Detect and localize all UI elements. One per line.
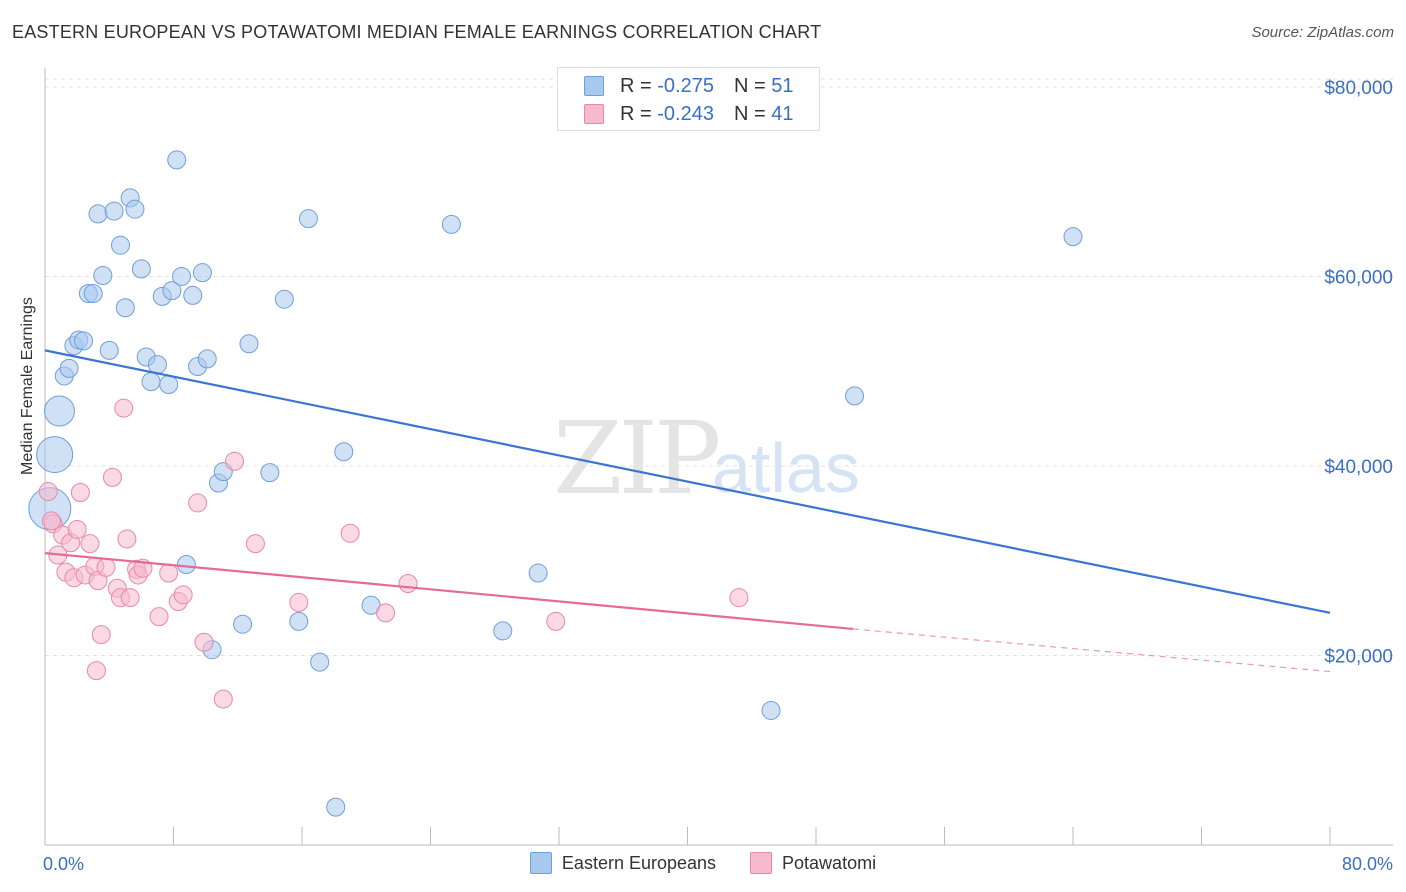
- potawatomi-point: [114, 398, 134, 418]
- eastern-europeans-point: [115, 298, 135, 318]
- legend-n-label: N =: [733, 74, 766, 97]
- eastern-europeans-point: [83, 284, 103, 304]
- eastern-europeans-point: [334, 442, 354, 462]
- y-tick-label: $20,000: [1324, 646, 1393, 667]
- x-tick-label-max: 80.0%: [1342, 854, 1393, 874]
- y-tick-label: $40,000: [1324, 457, 1393, 478]
- eastern-europeans-point: [528, 563, 548, 583]
- eastern-europeans-point: [110, 235, 130, 255]
- eastern-europeans-point: [93, 266, 113, 286]
- legend-r-label: R =: [620, 102, 652, 125]
- chart-title: EASTERN EUROPEAN VS POTAWATOMI MEDIAN FE…: [12, 22, 822, 42]
- potawatomi-point: [86, 661, 106, 681]
- eastern-europeans-point: [162, 281, 182, 301]
- potawatomi-point: [117, 529, 137, 549]
- potawatomi-point: [38, 482, 58, 502]
- eastern-europeans-point: [88, 204, 108, 224]
- eastern-europeans-point: [172, 266, 192, 286]
- legend-swatch-eastern-europeans: [584, 76, 604, 96]
- eastern-europeans-point: [43, 395, 75, 427]
- legend-r-label: R =: [620, 74, 652, 97]
- potawatomi-point: [149, 607, 169, 627]
- potawatomi-point: [80, 534, 100, 554]
- eastern-europeans-point: [197, 349, 217, 369]
- eastern-europeans-point: [59, 358, 79, 378]
- legend-label: Potawatomi: [782, 852, 877, 873]
- potawatomi-point: [96, 557, 116, 577]
- eastern-europeans-point: [233, 614, 253, 634]
- eastern-europeans-point: [36, 436, 74, 474]
- legend-n-value: 51: [771, 74, 794, 97]
- eastern-europeans-point: [141, 372, 161, 392]
- legend-item-potawatomi: Potawatomi: [750, 852, 876, 874]
- potawatomi-point: [340, 523, 360, 543]
- legend-n-value: 41: [771, 102, 794, 125]
- potawatomi-trend-line: [44, 552, 854, 631]
- potawatomi-point: [213, 689, 233, 709]
- eastern-europeans-point: [761, 700, 781, 720]
- legend-row-potawatomi: R = -0.243 N = 41: [558, 100, 793, 128]
- eastern-europeans-point: [326, 797, 346, 817]
- legend-row-eastern-europeans: R = -0.275 N = 51: [558, 72, 793, 100]
- eastern-europeans-point: [298, 209, 318, 229]
- potawatomi-point: [173, 585, 193, 605]
- potawatomi-point: [67, 519, 87, 539]
- chart-source: Source: ZipAtlas.com: [1251, 24, 1394, 41]
- eastern-europeans-point: [845, 386, 865, 406]
- eastern-europeans-point: [99, 340, 119, 360]
- eastern-europeans-point: [239, 334, 259, 354]
- eastern-europeans-point: [167, 150, 187, 170]
- eastern-europeans-point: [274, 289, 294, 309]
- potawatomi-point: [159, 563, 179, 583]
- correlation-legend: R = -0.275 N = 51 R = -0.243 N = 41: [557, 67, 820, 131]
- eastern-europeans-point: [260, 463, 280, 483]
- potawatomi-point: [376, 603, 396, 623]
- legend-n-label: N =: [733, 102, 766, 125]
- eastern-europeans-point: [1063, 227, 1083, 247]
- eastern-europeans-point: [289, 611, 309, 631]
- eastern-europeans-point: [192, 263, 212, 283]
- eastern-europeans-point: [493, 621, 513, 641]
- potawatomi-point: [194, 632, 214, 652]
- potawatomi-point: [729, 588, 749, 608]
- watermark-zip: ZIP: [553, 400, 721, 517]
- watermark-atlas: atlas: [712, 429, 860, 507]
- y-tick-label: $80,000: [1324, 78, 1393, 99]
- potawatomi-point: [120, 588, 140, 608]
- series-legend: Eastern Europeans Potawatomi: [0, 852, 1406, 874]
- x-tick-label-min: 0.0%: [43, 854, 84, 874]
- eastern-europeans-point: [159, 374, 179, 394]
- eastern-europeans-trend-line: [44, 349, 1331, 614]
- legend-r-value: -0.275: [657, 74, 714, 97]
- legend-r-value: -0.243: [657, 102, 714, 125]
- legend-item-eastern-europeans: Eastern Europeans: [529, 852, 717, 874]
- legend-swatch-potawatomi: [584, 104, 604, 124]
- potawatomi-point: [546, 611, 566, 631]
- y-axis-label: Median Female Earnings: [19, 297, 36, 475]
- eastern-europeans-point: [441, 214, 461, 234]
- eastern-europeans-point: [183, 285, 203, 305]
- eastern-europeans-point: [131, 259, 151, 279]
- eastern-europeans-point: [310, 652, 330, 672]
- potawatomi-point: [91, 625, 111, 645]
- eastern-europeans-point: [74, 331, 94, 351]
- potawatomi-point: [41, 511, 61, 531]
- potawatomi-point: [102, 467, 122, 487]
- potawatomi-trend-extension: [852, 628, 1331, 673]
- potawatomi-point: [289, 592, 309, 612]
- potawatomi-point: [398, 573, 418, 593]
- legend-swatch: [529, 852, 552, 874]
- eastern-europeans-point: [147, 355, 167, 375]
- legend-label: Eastern Europeans: [561, 852, 717, 873]
- potawatomi-point: [70, 483, 90, 503]
- y-tick-label: $60,000: [1324, 267, 1393, 288]
- potawatomi-point: [225, 451, 245, 471]
- eastern-europeans-point: [176, 555, 196, 575]
- eastern-europeans-point: [104, 201, 124, 221]
- legend-swatch: [750, 852, 773, 874]
- potawatomi-point: [188, 493, 208, 513]
- potawatomi-point: [245, 534, 265, 554]
- eastern-europeans-point: [125, 199, 145, 219]
